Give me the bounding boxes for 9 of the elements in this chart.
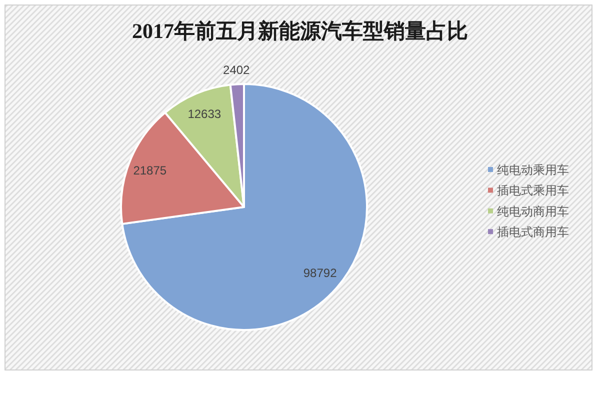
data-label: 2402 (223, 63, 250, 78)
legend-label: 插电式商用车 (497, 225, 569, 240)
legend-label: 纯电动乘用车 (497, 163, 569, 177)
data-label: 12633 (188, 107, 222, 122)
chart-title: 2017年前五月新能源汽车型销量占比 (132, 19, 468, 43)
data-label: 98792 (303, 266, 338, 280)
data-label: 21875 (133, 164, 167, 178)
legend-label: 纯电动商用车 (497, 204, 569, 218)
legend-label: 插电式乘用车 (497, 184, 569, 198)
